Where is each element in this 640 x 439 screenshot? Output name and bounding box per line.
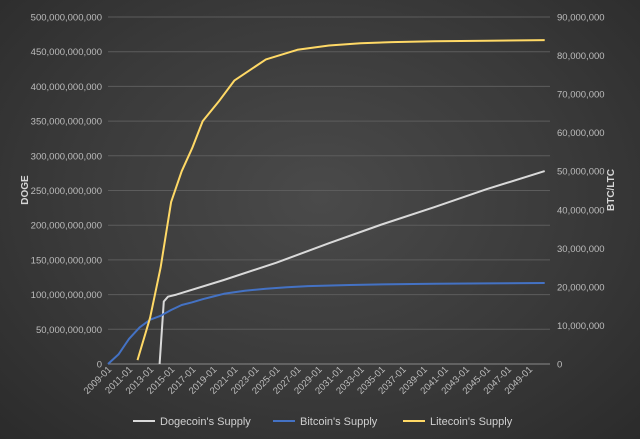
y-left-tick-label: 150,000,000,000 bbox=[31, 255, 102, 266]
y-left-tick-label: 250,000,000,000 bbox=[31, 186, 102, 197]
y-right-tick-label: 90,000,000 bbox=[557, 13, 605, 24]
y-right-tick-label: 0 bbox=[557, 360, 562, 371]
y-left-tick-label: 100,000,000,000 bbox=[31, 290, 102, 301]
series-line-bitcoin-s-supply bbox=[107, 282, 545, 365]
y-axis-title-left: DOGE bbox=[20, 175, 31, 205]
legend-label: Dogecoin's Supply bbox=[160, 416, 251, 428]
y-right-tick-label: 30,000,000 bbox=[557, 244, 605, 255]
x-axis-ticks: 2009-012011-012013-012015-012017-012019-… bbox=[82, 364, 535, 396]
left-y-axis-ticks: 0 50,000,000,000 100,000,000,000 150,000,00… bbox=[31, 13, 102, 371]
series-line-dogecoin-s-supply bbox=[158, 170, 545, 365]
y-left-tick-label: 0 bbox=[97, 360, 102, 371]
series-lines bbox=[107, 39, 545, 365]
y-right-tick-label: 20,000,000 bbox=[557, 282, 605, 293]
y-right-tick-label: 50,000,000 bbox=[557, 167, 605, 178]
y-left-tick-label: 200,000,000,000 bbox=[31, 221, 102, 232]
y-left-tick-label: 300,000,000,000 bbox=[31, 151, 102, 162]
y-right-tick-label: 70,000,000 bbox=[557, 90, 605, 101]
series-line-litecoin-s-supply bbox=[136, 39, 545, 361]
right-y-axis-ticks: 0 10,000,000 20,000,000 30,000,000 40,000,00… bbox=[557, 13, 605, 371]
y-right-tick-label: 80,000,000 bbox=[557, 51, 605, 62]
y-left-tick-label: 50,000,000,000 bbox=[36, 325, 102, 336]
y-right-tick-label: 60,000,000 bbox=[557, 128, 605, 139]
y-left-tick-label: 450,000,000,000 bbox=[31, 47, 102, 58]
y-right-tick-label: 10,000,000 bbox=[557, 321, 605, 332]
legend-label: Bitcoin's Supply bbox=[300, 416, 378, 428]
y-left-tick-label: 350,000,000,000 bbox=[31, 117, 102, 128]
y-axis-title-right: BTC/LTC bbox=[606, 169, 617, 211]
y-right-tick-label: 40,000,000 bbox=[557, 205, 605, 216]
gridlines bbox=[108, 16, 550, 330]
legend: Dogecoin's Supply Bitcoin's Supply Litecoi… bbox=[133, 416, 513, 428]
y-left-tick-label: 500,000,000,000 bbox=[31, 13, 102, 24]
legend-label: Litecoin's Supply bbox=[430, 416, 513, 428]
y-left-tick-label: 400,000,000,000 bbox=[31, 82, 102, 93]
